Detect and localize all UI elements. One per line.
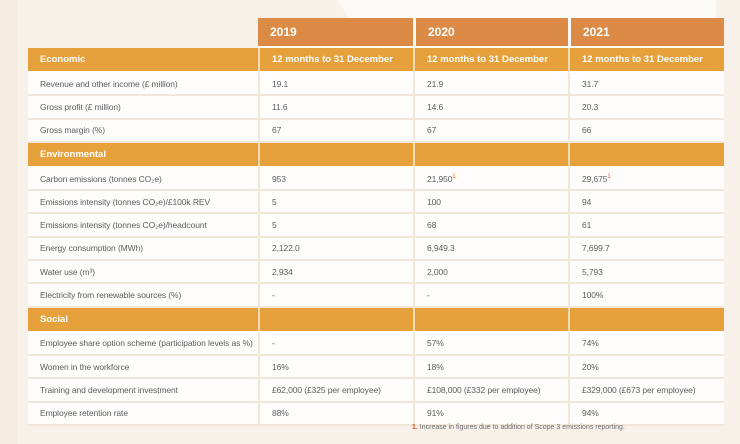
table-row: Gross margin (%) 67 67 66 — [28, 119, 724, 143]
metric-value: 88% — [258, 402, 413, 426]
metric-value: 6,949.3 — [413, 237, 568, 262]
footnote-reference: 1 — [452, 173, 456, 180]
table-row: Emissions intensity (tonnes CO₂e)/£100k … — [28, 191, 724, 215]
metric-value: 953 — [258, 167, 413, 192]
metric-value: 74% — [568, 332, 724, 356]
background-left-strip — [0, 0, 17, 444]
metric-value: 18% — [413, 355, 568, 380]
metric-value: 7,699.7 — [568, 237, 724, 262]
table-row: Emissions intensity (tonnes CO₂e)/headco… — [28, 214, 724, 238]
metric-value: £62,000 (£325 per employee) — [258, 379, 413, 403]
section-spacer-cell — [413, 142, 568, 168]
metric-value: 2,000 — [413, 261, 568, 285]
esg-metrics-table: 2019 2020 2021 Economic 12 months to 31 D… — [28, 18, 724, 426]
corner-spacer — [28, 18, 258, 48]
metric-value: 20% — [568, 355, 724, 380]
metric-label: Electricity from renewable sources (%) — [28, 284, 258, 308]
metric-value: 31.7 — [568, 73, 724, 97]
metric-value: 16% — [258, 355, 413, 380]
section-title: Environmental — [28, 142, 258, 168]
section-title: Social — [28, 307, 258, 333]
table-row: Employee share option scheme (participat… — [28, 332, 724, 356]
metric-label: Revenue and other income (£ million) — [28, 73, 258, 97]
metric-value: £329,000 (£673 per employee) — [568, 379, 724, 403]
section-header-economic: Economic 12 months to 31 December 12 month… — [28, 48, 724, 73]
metric-value: 21,9501 — [413, 167, 568, 192]
table-body: Economic 12 months to 31 December 12 month… — [28, 48, 724, 426]
period-subtitle: 12 months to 31 December — [568, 48, 724, 73]
section-header-environmental: Environmental — [28, 142, 724, 168]
table-row: Water use (m³) 2,934 2,000 5,793 — [28, 261, 724, 285]
section-spacer-cell — [258, 142, 413, 168]
section-spacer-cell — [258, 307, 413, 333]
metric-label: Emissions intensity (tonnes CO₂e)/headco… — [28, 214, 258, 238]
metric-value: 5 — [258, 214, 413, 238]
table-row: Employee retention rate 88% 91% 94% — [28, 402, 724, 426]
table-row: Carbon emissions (tonnes CO₂e) 953 21,9501… — [28, 167, 724, 192]
metric-label: Emissions intensity (tonnes CO₂e)/£100k … — [28, 191, 258, 215]
metric-value: 14.6 — [413, 96, 568, 120]
section-title: Economic — [28, 48, 258, 73]
table-row: Energy consumption (MWh) 2,122.0 6,949.3 7,… — [28, 237, 724, 262]
metric-label: Energy consumption (MWh) — [28, 237, 258, 262]
metric-value: 91% — [413, 402, 568, 426]
metric-value: 5,793 — [568, 261, 724, 285]
year-header-row: 2019 2020 2021 — [28, 18, 724, 48]
table-row: Revenue and other income (£ million) 19.1… — [28, 73, 724, 97]
metric-value: 94 — [568, 191, 724, 215]
metric-value: 57% — [413, 332, 568, 356]
metric-value: 61 — [568, 214, 724, 238]
metric-value: 2,934 — [258, 261, 413, 285]
table-row: Gross profit (£ million) 11.6 14.6 20.3 — [28, 96, 724, 120]
footnote-marker: 1. — [412, 424, 418, 431]
metric-value: 66 — [568, 119, 724, 143]
metric-label: Carbon emissions (tonnes CO₂e) — [28, 167, 258, 192]
year-header-2020: 2020 — [413, 18, 568, 48]
metric-value: 2,122.0 — [258, 237, 413, 262]
metric-value: 29,6751 — [568, 167, 724, 192]
esg-table: 2019 2020 2021 Economic 12 months to 31 D… — [28, 18, 724, 426]
metric-label: Gross profit (£ million) — [28, 96, 258, 120]
metric-value: 94% — [568, 402, 724, 426]
metric-value: 20.3 — [568, 96, 724, 120]
table-row: Electricity from renewable sources (%) - -… — [28, 284, 724, 308]
metric-value: 11.6 — [258, 96, 413, 120]
metric-label: Water use (m³) — [28, 261, 258, 285]
metric-value: 67 — [413, 119, 568, 143]
period-subtitle: 12 months to 31 December — [413, 48, 568, 73]
metric-value: £108,000 (£332 per employee) — [413, 379, 568, 403]
metric-label: Women in the workforce — [28, 355, 258, 380]
section-spacer-cell — [568, 307, 724, 333]
metric-value: 100 — [413, 191, 568, 215]
period-subtitle: 12 months to 31 December — [258, 48, 413, 73]
metric-value: 68 — [413, 214, 568, 238]
metric-value: 5 — [258, 191, 413, 215]
metric-value: 19.1 — [258, 73, 413, 97]
section-spacer-cell — [413, 307, 568, 333]
metric-value: - — [258, 284, 413, 308]
section-spacer-cell — [568, 142, 724, 168]
metric-label: Gross margin (%) — [28, 119, 258, 143]
table-row: Women in the workforce 16% 18% 20% — [28, 355, 724, 380]
footnote: 1. Increase in figures due to addition o… — [412, 424, 625, 431]
year-header-2019: 2019 — [258, 18, 413, 48]
metric-value: - — [258, 332, 413, 356]
metric-label: Employee retention rate — [28, 402, 258, 426]
metric-value: 67 — [258, 119, 413, 143]
section-header-social: Social — [28, 307, 724, 333]
footnote-reference: 1 — [607, 173, 611, 180]
metric-value: 21.9 — [413, 73, 568, 97]
year-header-2021: 2021 — [568, 18, 724, 48]
metric-value: 100% — [568, 284, 724, 308]
metric-value: - — [413, 284, 568, 308]
table-row: Training and development investment £62,0… — [28, 379, 724, 403]
metric-label: Employee share option scheme (participat… — [28, 332, 258, 356]
footnote-text: Increase in figures due to addition of S… — [419, 424, 625, 431]
metric-label: Training and development investment — [28, 379, 258, 403]
